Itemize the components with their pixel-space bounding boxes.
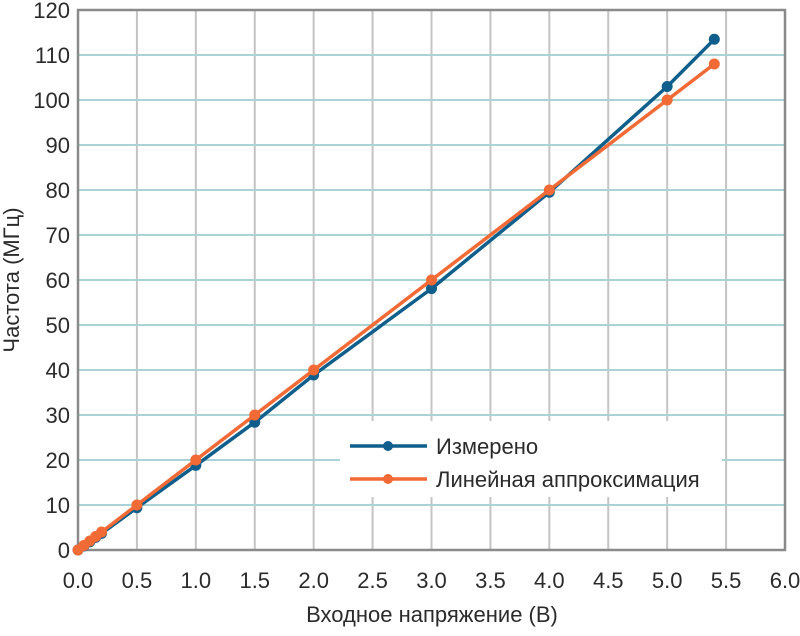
x-tick-label: 3.5	[475, 568, 506, 593]
y-tick-label: 30	[46, 403, 70, 428]
data-point	[426, 283, 437, 295]
x-tick-label: 1.5	[239, 568, 270, 593]
y-tick-label: 100	[33, 88, 70, 113]
series-linear-fit	[72, 58, 720, 556]
x-axis-ticks: 0.0 0.5 1.0 1.5 2.0 2.5 3.0 3.5 4.0 4.5 5.0 5.5 6.0	[63, 568, 800, 593]
data-point	[249, 409, 261, 421]
data-point	[426, 274, 437, 286]
legend: Измерено Линейная аппроксимация	[340, 421, 722, 497]
data-point	[543, 184, 555, 196]
plot-border	[76, 8, 787, 552]
data-point	[708, 33, 720, 45]
x-tick-label: 0.0	[63, 568, 94, 593]
legend-label-linear-fit: Линейная аппроксимация	[436, 467, 700, 492]
y-tick-label: 90	[46, 133, 70, 158]
y-tick-label: 60	[46, 268, 70, 293]
data-point	[661, 81, 673, 92]
x-tick-label: 0.5	[122, 568, 153, 593]
y-axis-title: Частота (МГц)	[0, 207, 24, 352]
x-tick-label: 4.0	[534, 568, 565, 593]
legend-marker-linear-fit	[383, 474, 393, 484]
legend-item-linear-fit: Линейная аппроксимация	[350, 467, 700, 492]
x-tick-label: 6.0	[770, 568, 800, 593]
x-tick-label: 3.0	[416, 568, 447, 593]
y-tick-label: 110	[35, 43, 70, 68]
y-tick-label: 40	[46, 358, 70, 383]
data-point	[661, 94, 673, 106]
data-series	[72, 33, 720, 556]
x-tick-label: 5.5	[711, 568, 742, 593]
x-tick-label: 2.0	[298, 568, 329, 593]
data-point	[96, 526, 108, 538]
data-point	[190, 454, 202, 466]
data-point	[308, 364, 320, 376]
y-tick-label: 20	[46, 448, 70, 473]
legend-marker-measured	[383, 441, 393, 451]
y-axis-ticks: 0 10 20 30 40 50 60 70 80 90 100 110 120	[33, 0, 70, 563]
legend-label-measured: Измерено	[436, 434, 538, 459]
y-tick-label: 50	[46, 313, 70, 338]
data-point	[131, 499, 143, 511]
y-tick-label: 0	[58, 538, 70, 563]
y-tick-label: 10	[46, 493, 70, 518]
x-tick-label: 2.5	[357, 568, 388, 593]
legend-item-measured: Измерено	[350, 434, 538, 459]
plot-frame	[76, 8, 787, 552]
y-tick-label: 120	[33, 0, 70, 23]
x-tick-label: 1.0	[181, 568, 212, 593]
x-tick-label: 4.5	[593, 568, 624, 593]
y-tick-label: 70	[46, 223, 70, 248]
x-tick-label: 5.0	[652, 568, 683, 593]
y-tick-label: 80	[46, 178, 70, 203]
x-axis-title: Входное напряжение (В)	[306, 602, 558, 627]
data-point	[708, 58, 720, 70]
legend-background	[340, 421, 722, 497]
